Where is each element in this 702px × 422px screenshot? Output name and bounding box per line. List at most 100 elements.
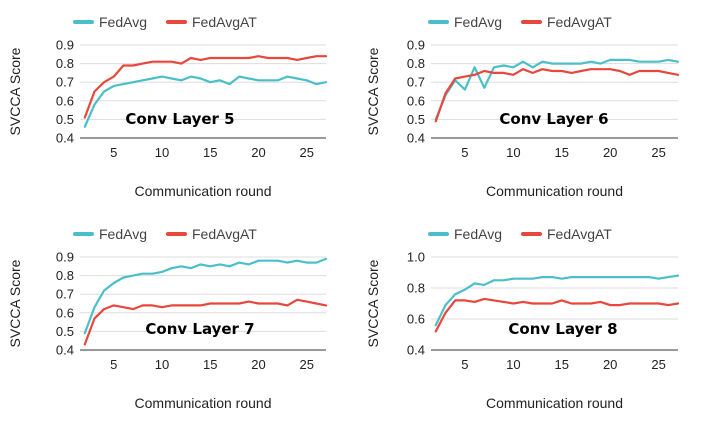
data-point-fedavg <box>170 267 173 270</box>
y-tick-label: 0.9 <box>56 250 74 265</box>
data-point-fedavg <box>648 276 650 279</box>
data-point-fedavgat <box>112 75 115 78</box>
data-point-fedavgat <box>218 302 221 305</box>
x-axis-title: Communication round <box>486 183 623 199</box>
x-tick-label: 25 <box>299 145 313 160</box>
data-point-fedavgat <box>141 304 144 307</box>
data-point-fedavgat <box>93 317 96 320</box>
data-point-fedavgat <box>325 55 327 58</box>
data-point-fedavg <box>305 261 308 264</box>
data-point-fedavg <box>522 60 524 63</box>
data-point-fedavgat <box>618 304 621 306</box>
data-point-fedavgat <box>648 302 650 305</box>
data-point-fedavg <box>180 79 183 82</box>
data-point-fedavg <box>325 81 327 84</box>
y-tick-label: 0.7 <box>56 287 74 302</box>
legend-label-fedavgat: FedAvgAT <box>547 226 612 242</box>
data-point-fedavg <box>570 276 573 279</box>
data-point-fedavgat <box>238 302 241 305</box>
data-point-fedavgat <box>132 308 134 310</box>
data-point-fedavg <box>493 66 495 69</box>
data-point-fedavgat <box>541 68 544 71</box>
data-point-fedavg <box>512 277 515 280</box>
x-tick-label: 15 <box>203 357 217 372</box>
data-point-fedavg <box>667 58 670 61</box>
data-point-fedavgat <box>551 70 553 72</box>
data-point-fedavgat <box>454 77 457 80</box>
data-point-fedavgat <box>286 304 289 307</box>
data-point-fedavg <box>296 259 298 262</box>
data-point-fedavgat <box>589 302 592 305</box>
data-point-fedavgat <box>580 302 583 305</box>
data-point-fedavgat <box>454 299 457 302</box>
data-point-fedavg <box>296 77 298 80</box>
data-point-fedavg <box>83 332 86 335</box>
y-tick-label: 0.9 <box>407 38 425 53</box>
series-line-fedavgat <box>434 297 680 333</box>
data-point-fedavg <box>305 79 308 82</box>
data-point-fedavgat <box>228 57 231 59</box>
data-point-fedavgat <box>531 302 534 305</box>
data-point-fedavg <box>589 60 592 63</box>
chart-panel-4: 0.4 0.6 0.8 1.0 5 10 15 20 25 FedAvg FedAvgAT Commu… <box>365 226 680 411</box>
data-point-fedavgat <box>296 298 298 301</box>
data-point-fedavgat <box>667 304 670 306</box>
data-point-fedavg <box>638 276 641 279</box>
data-point-fedavgat <box>122 306 125 309</box>
data-point-fedavgat <box>444 311 447 314</box>
data-point-fedavgat <box>609 304 612 306</box>
data-point-fedavgat <box>502 72 505 74</box>
data-point-fedavg <box>151 272 154 275</box>
data-point-fedavgat <box>238 57 241 59</box>
data-point-fedavg <box>580 276 583 279</box>
y-axis-title: SVCCA Score <box>7 47 23 135</box>
data-point-fedavg <box>609 58 612 61</box>
data-point-fedavg <box>512 66 515 69</box>
data-point-fedavgat <box>464 75 466 78</box>
x-tick-label: 10 <box>506 145 520 160</box>
x-tick-label: 15 <box>555 145 569 160</box>
y-tick-label: 0.9 <box>56 38 74 53</box>
data-point-fedavgat <box>570 302 573 305</box>
data-point-fedavg <box>247 77 250 80</box>
y-tick-label: 0.8 <box>407 56 425 71</box>
x-tick-label: 15 <box>555 357 569 372</box>
x-tick-label: 10 <box>155 357 169 372</box>
data-point-fedavgat <box>151 60 154 63</box>
x-tick-label: 15 <box>203 145 217 160</box>
panel-annotation: Conv Layer 8 <box>508 320 617 338</box>
data-point-fedavg <box>199 263 202 266</box>
data-point-fedavg <box>473 66 476 69</box>
data-point-fedavg <box>315 83 318 85</box>
data-point-fedavgat <box>444 92 447 95</box>
panel-annotation: Conv Layer 6 <box>499 110 608 128</box>
data-point-fedavgat <box>667 72 670 74</box>
data-point-fedavg <box>541 60 544 63</box>
data-point-fedavgat <box>112 304 115 307</box>
data-point-fedavgat <box>464 299 466 302</box>
data-point-fedavgat <box>247 300 250 303</box>
data-point-fedavgat <box>551 302 553 305</box>
data-point-fedavg <box>570 62 573 65</box>
series-line-fedavg <box>83 257 328 335</box>
data-point-fedavg <box>551 276 553 279</box>
data-point-fedavgat <box>122 64 125 67</box>
x-tick-label: 5 <box>110 145 117 160</box>
data-point-fedavgat <box>502 301 505 303</box>
data-point-fedavgat <box>180 304 183 307</box>
data-point-fedavgat <box>560 299 563 302</box>
x-tick-label: 25 <box>651 145 665 160</box>
data-point-fedavg <box>180 265 183 268</box>
data-point-fedavgat <box>599 68 602 71</box>
data-point-fedavg <box>599 62 602 65</box>
data-point-fedavg <box>502 279 505 282</box>
data-point-fedavgat <box>83 116 86 119</box>
data-point-fedavgat <box>218 57 221 59</box>
legend-label-fedavgat: FedAvgAT <box>547 14 612 30</box>
data-point-fedavg <box>103 289 106 292</box>
data-point-fedavg <box>677 60 679 63</box>
data-point-fedavg <box>238 75 241 78</box>
data-point-fedavg <box>228 265 231 268</box>
data-point-fedavg <box>560 62 563 65</box>
